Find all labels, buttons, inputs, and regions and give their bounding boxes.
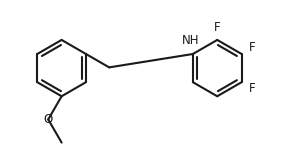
Text: O: O bbox=[44, 113, 53, 126]
Text: F: F bbox=[249, 82, 256, 95]
Text: F: F bbox=[214, 21, 220, 34]
Text: F: F bbox=[249, 41, 256, 54]
Text: NH: NH bbox=[182, 34, 199, 47]
